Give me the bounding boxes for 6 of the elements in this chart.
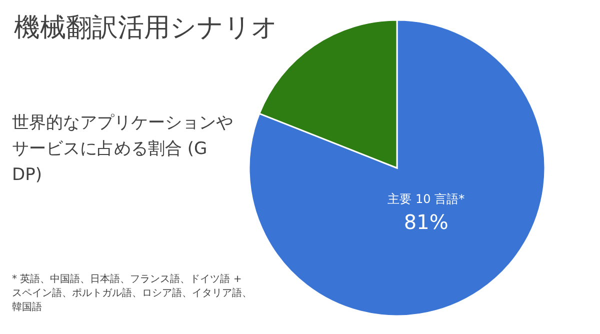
pie-slice [248,19,546,317]
chart-title: 機械翻訳活用シナリオ [14,13,278,43]
data-label: 81% [404,210,448,234]
slice-label: 主要 10 言語* [388,192,465,206]
text: 世界的なアプリケーションやサービスに占める割合 (GDP) [12,113,233,185]
text: * 英語、中国語、日本語、フランス語、ドイツ語 + スペイン語、ポルトガル語、ロシア語、イタリア語、韓国語 [12,273,252,313]
